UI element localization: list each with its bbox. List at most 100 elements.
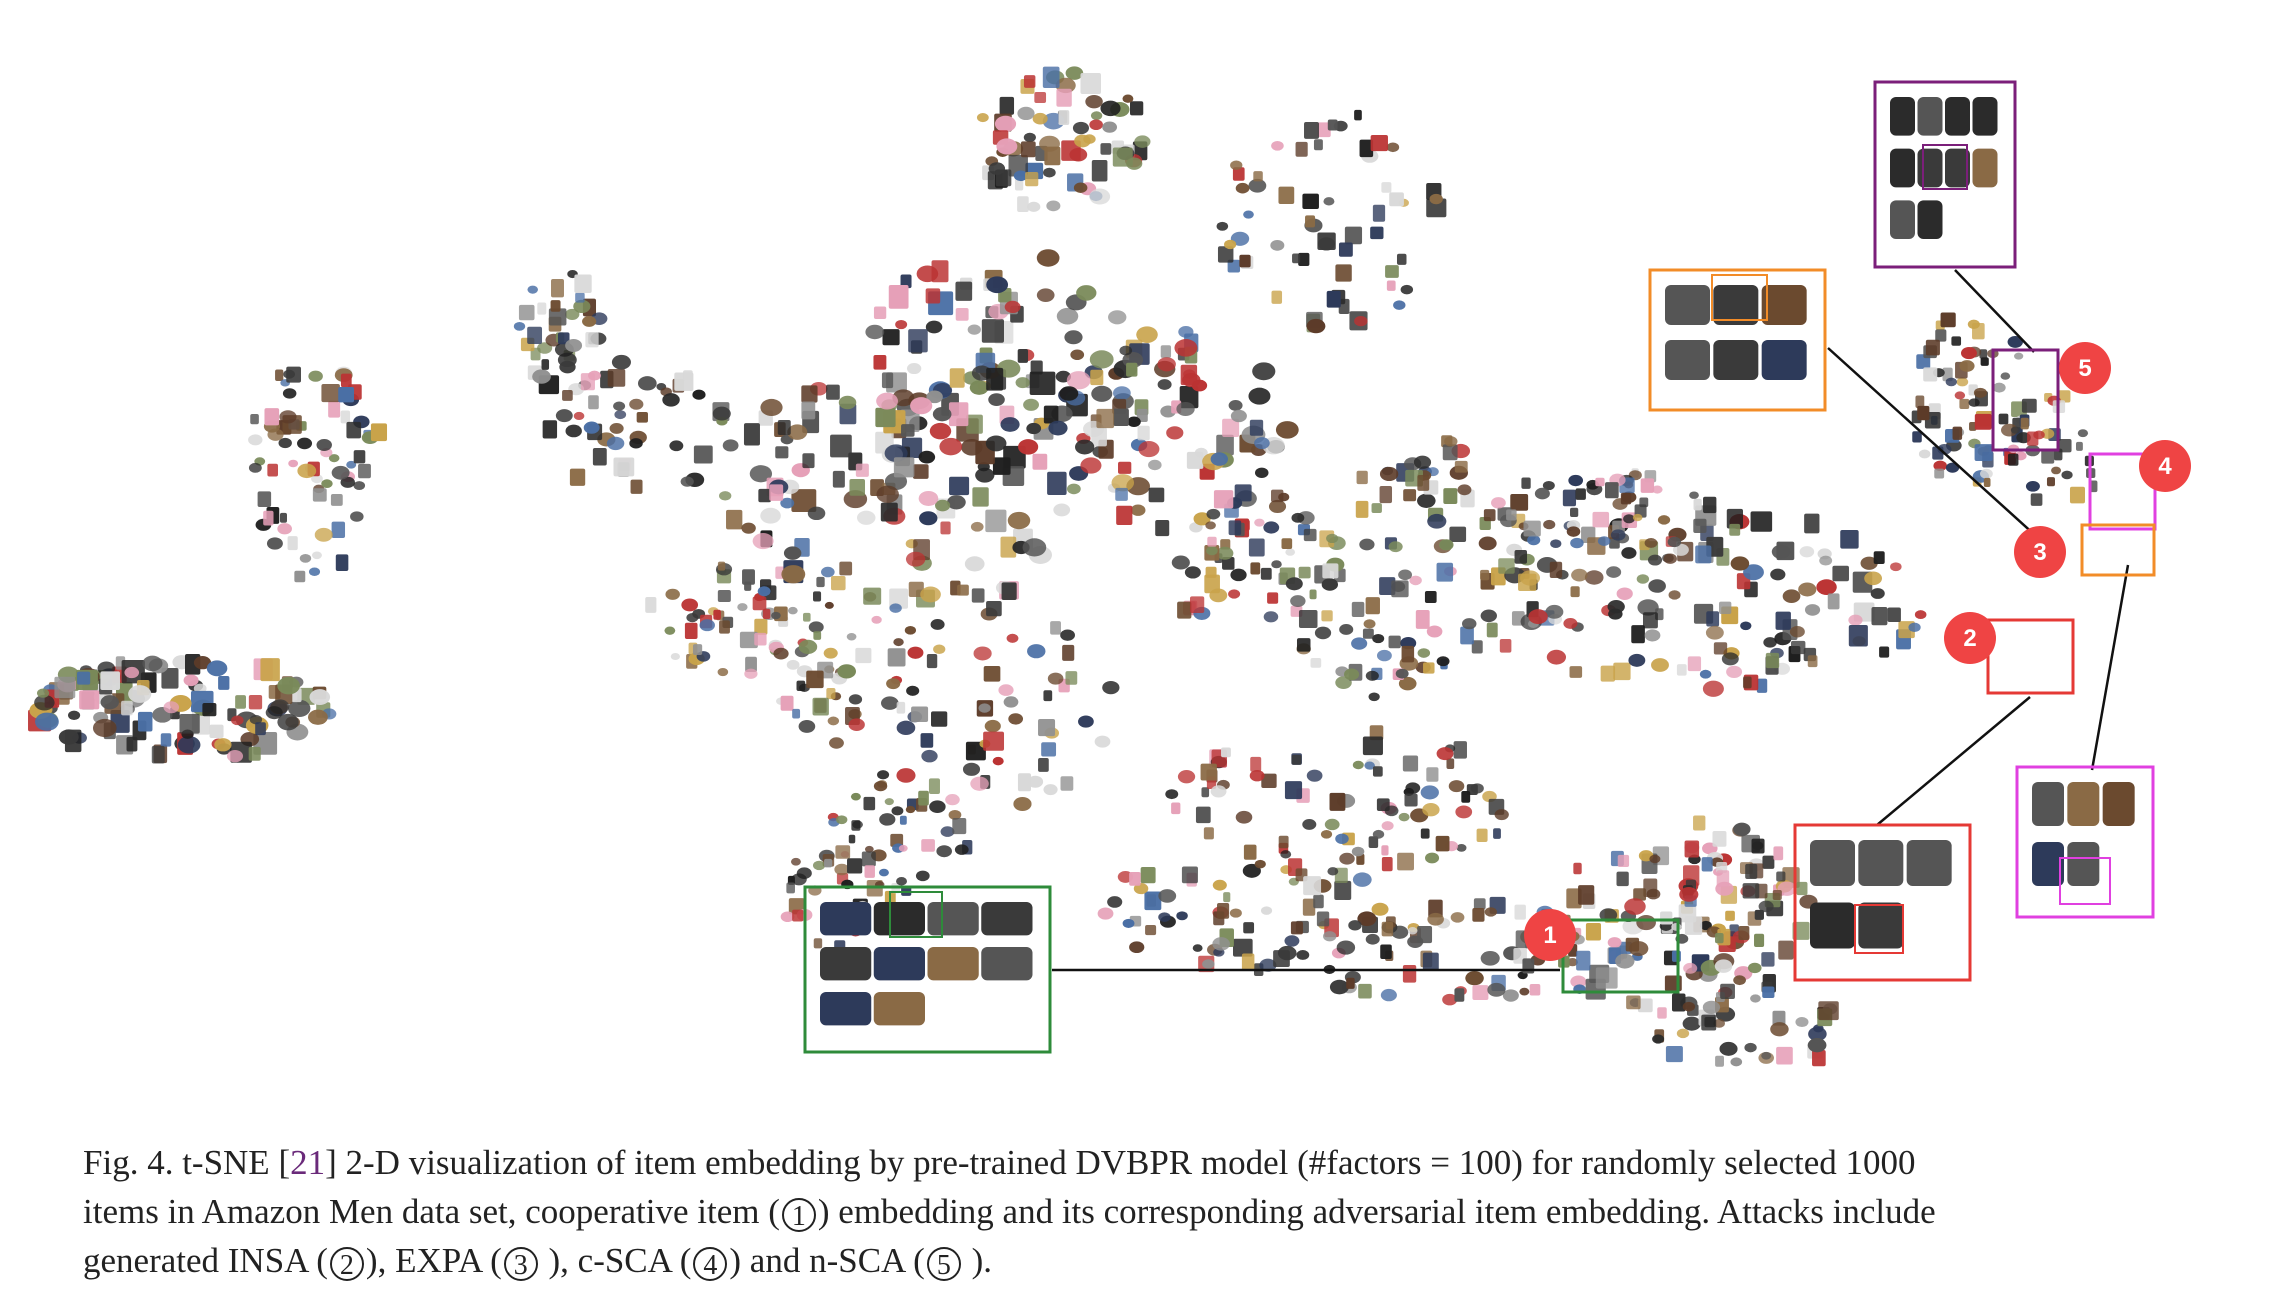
- item-thumbnail: [896, 720, 916, 736]
- item-thumbnail: [2020, 417, 2029, 430]
- item-thumbnail: [1436, 656, 1450, 667]
- item-thumbnail: [1795, 1016, 1809, 1028]
- item-thumbnail: [1599, 908, 1618, 922]
- item-thumbnail: [1003, 696, 1019, 708]
- item-thumbnail: [826, 384, 840, 400]
- item-thumbnail: [1610, 529, 1626, 541]
- item-thumbnail: [1472, 908, 1485, 922]
- item-thumbnail: [277, 523, 292, 535]
- item-thumbnail: [970, 776, 989, 791]
- item-thumbnail: [780, 911, 795, 923]
- item-thumbnail: [893, 638, 904, 647]
- item-thumbnail: [1027, 775, 1044, 788]
- item-thumbnail: [1448, 780, 1465, 793]
- item-thumbnail: [1402, 964, 1417, 983]
- item-thumbnail: [773, 647, 789, 660]
- item-thumbnail: [2007, 335, 2023, 348]
- item-thumbnail: [1543, 519, 1556, 530]
- item-thumbnail: [592, 447, 607, 466]
- item-thumbnail: [532, 369, 551, 384]
- inset-item-thumbnail: [1858, 902, 1904, 949]
- item-thumbnail: [1017, 106, 1035, 121]
- item-thumbnail: [613, 457, 635, 477]
- item-thumbnail: [851, 820, 861, 831]
- item-thumbnail: [1285, 548, 1296, 556]
- item-thumbnail: [527, 326, 543, 344]
- item-thumbnail: [1457, 484, 1472, 496]
- item-thumbnail: [1222, 418, 1240, 437]
- item-thumbnail: [1270, 239, 1285, 251]
- item-thumbnail: [550, 300, 561, 312]
- citation-link[interactable]: 21: [290, 1143, 326, 1182]
- item-thumbnail: [1080, 73, 1101, 94]
- item-thumbnail: [1047, 471, 1067, 496]
- item-thumbnail: [1066, 371, 1091, 390]
- item-thumbnail: [1102, 680, 1120, 695]
- item-thumbnail: [1100, 143, 1112, 155]
- item-thumbnail: [1494, 809, 1509, 821]
- item-thumbnail: [1227, 259, 1241, 273]
- item-thumbnail: [1742, 883, 1760, 899]
- item-thumbnail: [575, 292, 585, 303]
- inset-item-thumbnail: [2032, 842, 2064, 886]
- item-thumbnail: [931, 260, 949, 283]
- item-thumbnail: [863, 796, 876, 811]
- item-thumbnail: [780, 695, 794, 711]
- item-thumbnail: [1510, 493, 1529, 511]
- item-thumbnail: [726, 509, 743, 530]
- item-thumbnail: [562, 390, 573, 401]
- item-thumbnail: [1776, 1046, 1793, 1065]
- item-thumbnail: [1351, 846, 1365, 857]
- item-thumbnail: [898, 844, 908, 852]
- item-thumbnail: [1514, 904, 1526, 920]
- item-thumbnail: [1216, 546, 1234, 560]
- item-thumbnail: [985, 435, 1007, 452]
- marker-circle: [2139, 440, 2191, 492]
- item-thumbnail: [569, 468, 586, 486]
- item-thumbnail: [901, 424, 915, 437]
- item-thumbnail: [1213, 490, 1234, 509]
- inset-item-thumbnail: [1858, 840, 1904, 886]
- item-thumbnail: [1233, 938, 1253, 957]
- item-thumbnail: [1624, 898, 1646, 915]
- item-thumbnail: [1043, 405, 1059, 424]
- caption-prefix: Fig. 4. t-SNE [: [83, 1143, 291, 1182]
- item-thumbnail: [335, 554, 349, 571]
- item-thumbnail: [1571, 568, 1588, 582]
- item-thumbnail: [1065, 66, 1084, 80]
- item-thumbnail: [1567, 957, 1578, 967]
- item-thumbnail: [791, 489, 817, 513]
- item-thumbnail: [757, 586, 771, 597]
- item-thumbnail: [1260, 906, 1273, 915]
- item-thumbnail: [713, 609, 721, 620]
- item-thumbnail: [1597, 536, 1611, 546]
- item-thumbnail: [350, 511, 364, 522]
- item-thumbnail: [328, 454, 340, 463]
- item-thumbnail: [955, 308, 969, 321]
- item-thumbnail: [1940, 312, 1956, 328]
- item-thumbnail: [1060, 776, 1074, 791]
- marker-circle: [1524, 909, 1576, 961]
- item-thumbnail: [1954, 391, 1966, 400]
- item-thumbnail: [1129, 941, 1145, 954]
- item-thumbnail: [823, 647, 838, 659]
- inset-item-thumbnail: [820, 902, 872, 936]
- item-thumbnail: [760, 398, 783, 416]
- item-thumbnail: [1486, 622, 1498, 638]
- item-thumbnail: [137, 711, 153, 732]
- item-thumbnail: [1860, 556, 1878, 570]
- item-thumbnail: [1426, 767, 1439, 782]
- item-thumbnail: [163, 701, 180, 714]
- item-thumbnail: [1763, 637, 1777, 648]
- item-thumbnail: [1715, 881, 1734, 896]
- item-thumbnail: [1758, 900, 1774, 913]
- item-thumbnail: [1773, 846, 1784, 861]
- item-thumbnail: [558, 332, 570, 345]
- item-thumbnail: [1242, 863, 1261, 878]
- item-thumbnail: [1642, 612, 1658, 629]
- item-thumbnail: [79, 690, 100, 710]
- item-thumbnail: [906, 685, 920, 696]
- cooperative-inset-box: [803, 885, 1052, 1054]
- item-thumbnail: [1271, 140, 1284, 151]
- item-thumbnail: [1380, 944, 1392, 960]
